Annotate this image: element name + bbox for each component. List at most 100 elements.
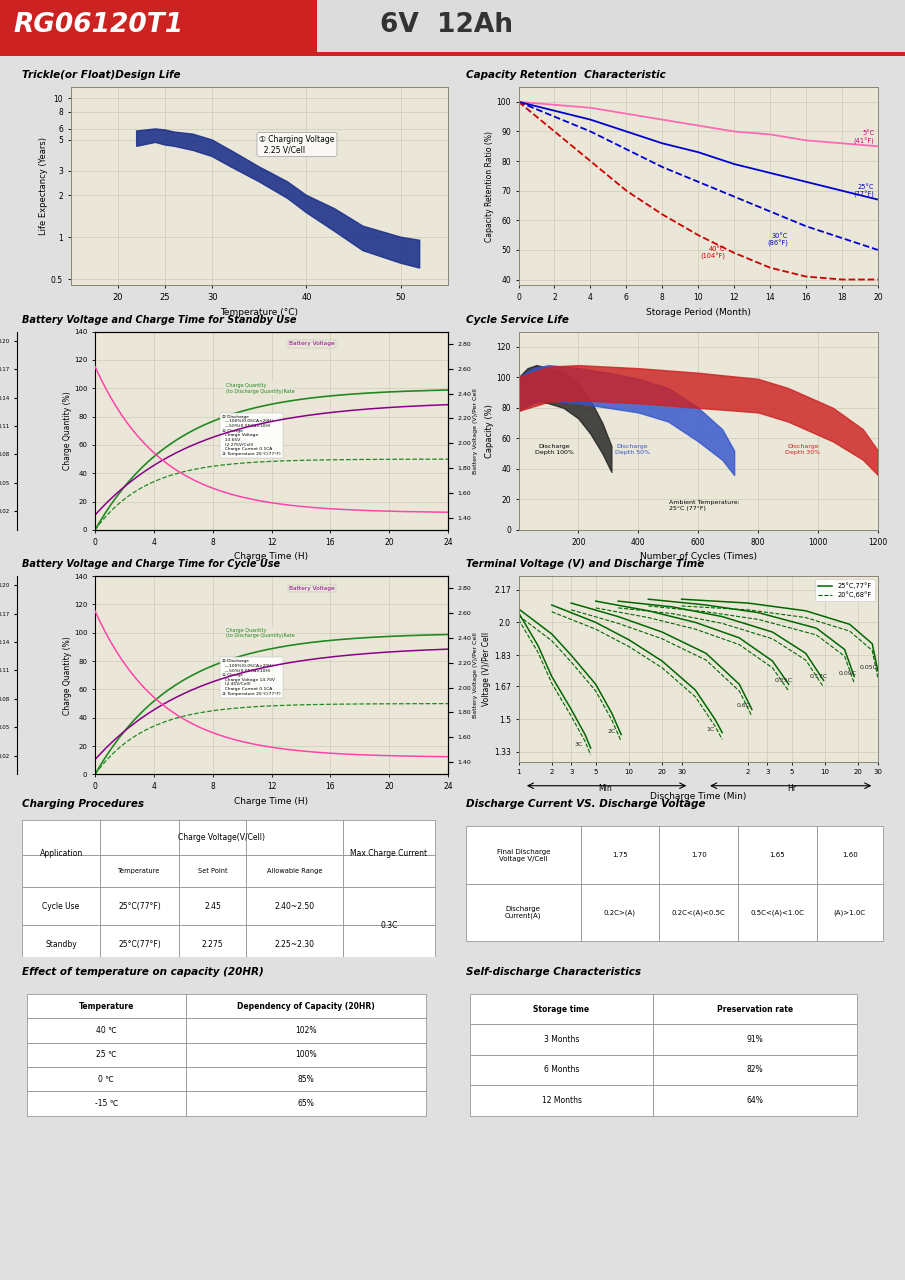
Text: 1.75: 1.75 [612, 852, 628, 858]
X-axis label: Storage Period (Month): Storage Period (Month) [646, 307, 750, 316]
Bar [653, 995, 857, 1024]
Text: Effect of temperature on capacity (20HR): Effect of temperature on capacity (20HR) [23, 966, 264, 977]
Bar [186, 1092, 426, 1116]
Text: Terminal Voltage (V) and Discharge Time: Terminal Voltage (V) and Discharge Time [466, 559, 704, 570]
Text: 0.25C: 0.25C [774, 678, 792, 684]
Y-axis label: Capacity (%): Capacity (%) [485, 403, 493, 458]
Text: Temperature: Temperature [119, 868, 161, 874]
Y-axis label: Life Expectancy (Years): Life Expectancy (Years) [39, 137, 48, 236]
Text: 0.17C: 0.17C [809, 675, 827, 680]
Text: Cycle Service Life: Cycle Service Life [466, 315, 568, 325]
Text: 6 Months: 6 Months [544, 1065, 579, 1074]
Text: Charge Quantity
(to Discharge Quantity)Rate: Charge Quantity (to Discharge Quantity)R… [225, 627, 294, 639]
Bar [660, 827, 738, 884]
Text: 12 Months: 12 Months [541, 1096, 582, 1105]
Text: 1.65: 1.65 [769, 852, 786, 858]
Text: RG06120T1: RG06120T1 [14, 12, 184, 38]
Text: Ambient Temperature:
25°C (77°F): Ambient Temperature: 25°C (77°F) [670, 500, 740, 511]
Text: 0.2C<(A)<0.5C: 0.2C<(A)<0.5C [672, 909, 726, 916]
Text: Trickle(or Float)Design Life: Trickle(or Float)Design Life [23, 70, 181, 81]
Text: 0.3C: 0.3C [380, 920, 397, 931]
Text: 82%: 82% [747, 1065, 763, 1074]
Bar [100, 925, 179, 964]
Bar [816, 884, 882, 942]
Text: 1.70: 1.70 [691, 852, 707, 858]
Text: Charging Procedures: Charging Procedures [23, 799, 145, 809]
X-axis label: Charge Time (H): Charge Time (H) [234, 552, 309, 561]
Bar [470, 1024, 653, 1055]
Bar [246, 925, 343, 964]
Bar [27, 995, 186, 1019]
Text: 0.05C: 0.05C [860, 664, 878, 669]
X-axis label: Charge Time (H): Charge Time (H) [234, 796, 309, 805]
X-axis label: Discharge Time (Min): Discharge Time (Min) [650, 792, 747, 801]
Text: Discharge
Depth 50%: Discharge Depth 50% [614, 444, 650, 454]
Text: Battery Voltage: Battery Voltage [290, 586, 335, 591]
Bar [470, 1085, 653, 1116]
Bar [343, 820, 435, 855]
Text: Storage time: Storage time [533, 1005, 589, 1014]
Text: 25°C(77°F): 25°C(77°F) [119, 940, 161, 950]
Text: 2C: 2C [607, 728, 616, 733]
Bar [23, 855, 100, 887]
Text: 40°C
(104°F): 40°C (104°F) [700, 246, 725, 260]
Text: 64%: 64% [747, 1096, 764, 1105]
Bar [653, 1024, 857, 1055]
Bar [179, 855, 246, 887]
X-axis label: Number of Cycles (Times): Number of Cycles (Times) [640, 552, 757, 561]
X-axis label: Temperature (°C): Temperature (°C) [220, 307, 299, 316]
Bar [246, 820, 343, 855]
Bar [343, 887, 435, 925]
Bar [27, 1019, 186, 1043]
Bar [100, 820, 179, 855]
Y-axis label: Voltage (V)/Per Cell: Voltage (V)/Per Cell [482, 632, 491, 705]
Legend: 25°C,77°F, 20°C,68°F: 25°C,77°F, 20°C,68°F [815, 580, 874, 602]
Text: 3C: 3C [575, 742, 583, 748]
Text: Min: Min [598, 785, 612, 794]
Bar [581, 884, 660, 942]
Text: 1C: 1C [707, 727, 715, 732]
Text: 65%: 65% [298, 1098, 315, 1108]
Text: ① Charging Voltage
  2.25 V/Cell: ① Charging Voltage 2.25 V/Cell [259, 134, 335, 154]
Text: ① Discharge
  —100%(0.05CA×20H)
  —50%(0.05CA×10H)
② Charge
  Charge Voltage 14.: ① Discharge —100%(0.05CA×20H) —50%(0.05C… [222, 659, 281, 696]
Text: 25°C
(77°F): 25°C (77°F) [853, 184, 874, 198]
Text: Discharge
Current(A): Discharge Current(A) [505, 906, 541, 919]
Bar [246, 855, 343, 887]
Bar [816, 827, 882, 884]
Text: Hr: Hr [787, 785, 796, 794]
Text: Discharge
Depth 100%: Discharge Depth 100% [535, 444, 574, 454]
Text: Discharge Current VS. Discharge Voltage: Discharge Current VS. Discharge Voltage [466, 799, 705, 809]
Text: 40 ℃: 40 ℃ [96, 1025, 117, 1036]
Bar [27, 1092, 186, 1116]
Bar [179, 820, 246, 855]
Bar [23, 887, 100, 925]
Text: Standby: Standby [45, 940, 77, 950]
Bar [100, 887, 179, 925]
Text: Preservation rate: Preservation rate [717, 1005, 793, 1014]
Text: Temperature: Temperature [79, 1001, 134, 1011]
Text: Application: Application [40, 849, 82, 858]
Text: -15 ℃: -15 ℃ [94, 1098, 118, 1108]
Bar [0, 51, 905, 56]
Y-axis label: Capacity Retention Ratio (%): Capacity Retention Ratio (%) [485, 131, 493, 242]
Text: 85%: 85% [298, 1074, 315, 1084]
Text: Allowable Range: Allowable Range [267, 868, 322, 874]
Y-axis label: Charge Quantity (%): Charge Quantity (%) [63, 392, 72, 470]
Y-axis label: Charge Quantity (%): Charge Quantity (%) [63, 636, 72, 714]
Text: 2.40~2.50: 2.40~2.50 [274, 901, 314, 911]
Bar [27, 1043, 186, 1068]
Text: ① Discharge
  —100%(0.05CA×20H)
  —50%(0.05CA×10H)
② Charge
  Charge Voltage
  1: ① Discharge —100%(0.05CA×20H) —50%(0.05C… [222, 415, 281, 456]
Bar [179, 887, 246, 925]
Polygon shape [137, 129, 420, 268]
Text: Battery Voltage and Charge Time for Standby Use: Battery Voltage and Charge Time for Stan… [23, 315, 297, 325]
Text: 2.45: 2.45 [205, 901, 221, 911]
Text: 25 ℃: 25 ℃ [96, 1050, 117, 1060]
Text: Self-discharge Characteristics: Self-discharge Characteristics [466, 966, 641, 977]
Bar [581, 827, 660, 884]
Text: Battery Voltage: Battery Voltage [290, 342, 335, 347]
Text: Dependency of Capacity (20HR): Dependency of Capacity (20HR) [237, 1001, 375, 1011]
Bar [179, 925, 246, 964]
Y-axis label: Battery Voltage (V)/Per Cell: Battery Voltage (V)/Per Cell [473, 388, 478, 474]
Text: 2.25~2.30: 2.25~2.30 [274, 940, 314, 950]
Bar [23, 820, 100, 855]
